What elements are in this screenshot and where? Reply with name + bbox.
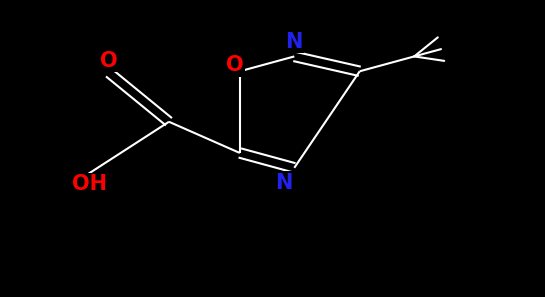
Text: O: O [226, 55, 243, 75]
Text: N: N [275, 173, 292, 193]
Text: OH: OH [72, 174, 107, 194]
Text: N: N [286, 31, 303, 52]
Text: O: O [100, 51, 118, 71]
